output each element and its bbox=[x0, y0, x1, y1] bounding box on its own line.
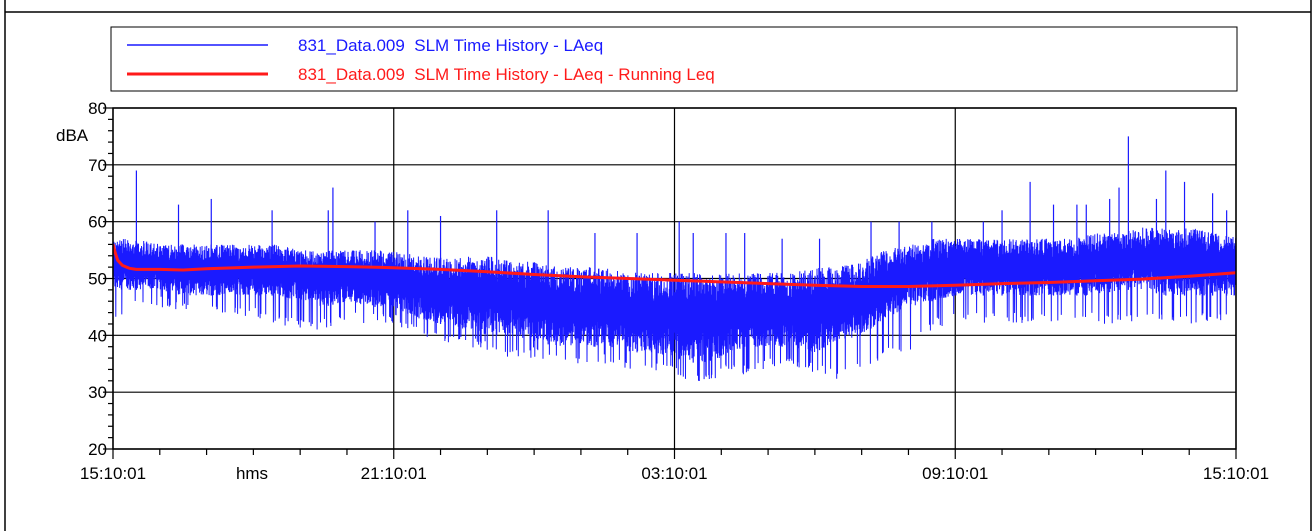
y-tick-label: 50 bbox=[88, 270, 107, 289]
legend-box bbox=[110, 26, 1238, 92]
y-axis-unit-label: dBA bbox=[56, 126, 89, 145]
x-axis-unit-label: hms bbox=[236, 464, 268, 483]
series-running-leq-line bbox=[113, 244, 1236, 288]
data-series bbox=[113, 136, 1236, 382]
x-tick-label: 15:10:01 bbox=[1203, 464, 1269, 483]
legend-label-laeq: 831_Data.009 SLM Time History - LAeq bbox=[298, 36, 603, 55]
y-axis-ticks: 20 30 40 50 60 70 80 bbox=[88, 99, 113, 459]
y-tick-label: 60 bbox=[88, 213, 107, 232]
y-tick-label: 70 bbox=[88, 156, 107, 175]
x-tick-label: 21:10:01 bbox=[361, 464, 427, 483]
y-tick-label: 20 bbox=[88, 440, 107, 459]
y-tick-label: 30 bbox=[88, 383, 107, 402]
page-border-layer bbox=[4, 0, 1312, 531]
x-axis-ticks: 15:10:01 21:10:01 03:10:01 09:10:01 15:10:01 bbox=[80, 449, 1269, 483]
x-tick-label: 15:10:01 bbox=[80, 464, 146, 483]
y-tick-label: 80 bbox=[88, 99, 107, 118]
legend-label-running-leq: 831_Data.009 SLM Time History - LAeq - R… bbox=[298, 65, 715, 84]
x-tick-label: 03:10:01 bbox=[641, 464, 707, 483]
series-laeq-line bbox=[113, 227, 1236, 382]
legend: 831_Data.009 SLM Time History - LAeq 831… bbox=[110, 26, 1238, 92]
x-tick-label: 09:10:01 bbox=[922, 464, 988, 483]
y-tick-label: 40 bbox=[88, 326, 107, 345]
